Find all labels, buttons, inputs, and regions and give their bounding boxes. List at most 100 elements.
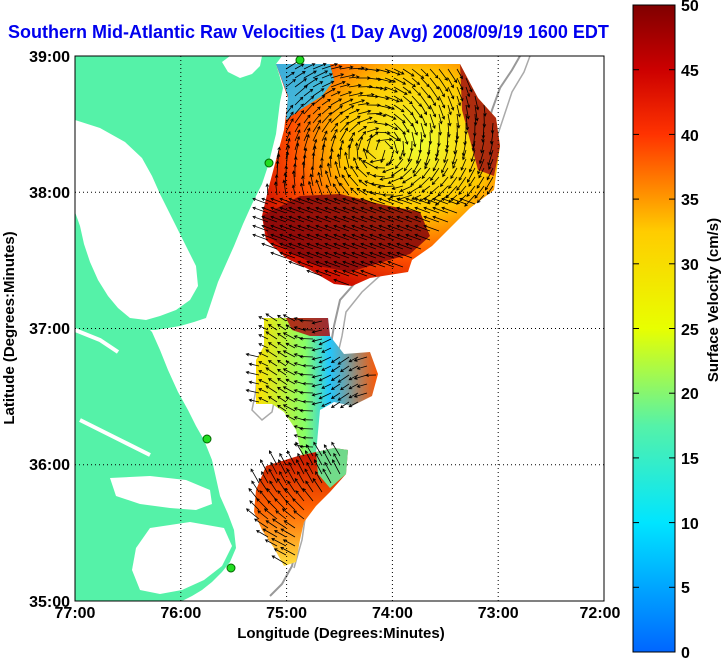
velocity-arrow — [270, 251, 287, 259]
velocity-arrow — [399, 149, 404, 161]
velocity-arrow — [304, 468, 314, 484]
velocity-arrow — [330, 392, 341, 399]
velocity-arrow — [488, 140, 494, 156]
velocity-arrow — [393, 131, 401, 142]
velocity-arrow — [387, 242, 404, 250]
radar-station-marker[interactable] — [226, 563, 236, 573]
velocity-arrow — [294, 63, 305, 70]
colorbar-tick-label: 35 — [681, 192, 699, 209]
velocity-arrow — [411, 113, 419, 125]
velocity-arrow — [261, 470, 269, 484]
velocity-arrow — [405, 233, 422, 241]
velocity-arrow — [340, 401, 350, 409]
velocity-arrow — [380, 149, 386, 164]
y-axis-title: Latitude (Degrees:Minutes) — [1, 231, 18, 424]
velocity-arrow — [263, 508, 278, 520]
velocity-arrow — [477, 158, 485, 175]
y-tick-label: 36:00 — [29, 457, 70, 474]
velocity-arrow — [315, 233, 332, 241]
velocity-arrow — [281, 508, 296, 520]
velocity-arrow — [275, 510, 287, 520]
velocity-arrow — [272, 518, 287, 529]
velocity-arrow — [303, 133, 310, 151]
velocity-arrow — [333, 197, 350, 205]
velocity-arrow — [321, 105, 332, 115]
velocity-arrow — [355, 142, 359, 160]
velocity-arrow — [318, 392, 332, 400]
velocity-arrow — [277, 368, 287, 376]
velocity-arrow — [270, 242, 287, 250]
velocity-arrow — [339, 127, 348, 142]
velocity-arrow — [330, 374, 341, 381]
velocity-arrow — [348, 401, 359, 408]
velocity-arrow — [393, 68, 405, 75]
velocity-arrow — [450, 197, 467, 205]
velocity-arrow — [321, 383, 332, 389]
velocity-arrow — [356, 365, 368, 370]
velocity-arrow — [275, 160, 280, 178]
velocity-arrow — [375, 77, 393, 83]
velocity-arrow — [285, 104, 294, 115]
colorbar-tick-label: 40 — [681, 128, 699, 145]
velocity-arrow — [420, 95, 431, 110]
velocity-arrow — [317, 171, 323, 187]
velocity-arrow — [438, 77, 449, 92]
velocity-arrow — [379, 176, 395, 181]
velocity-arrow — [282, 368, 296, 376]
velocity-arrow — [474, 95, 480, 111]
velocity-arrow — [348, 99, 366, 106]
velocity-arrow — [330, 73, 345, 79]
velocity-arrow — [303, 95, 315, 106]
velocity-arrow — [294, 129, 301, 142]
velocity-arrow — [313, 441, 323, 457]
y-tick-label: 37:00 — [29, 321, 70, 338]
albemarle-sound — [110, 476, 212, 510]
velocity-arrow — [333, 251, 350, 259]
velocity-arrow — [384, 122, 399, 130]
velocity-arrow — [321, 347, 332, 353]
velocity-arrow — [279, 215, 296, 223]
radar-station-marker[interactable] — [264, 158, 274, 168]
velocity-arrow — [271, 538, 287, 547]
velocity-arrow — [429, 77, 440, 90]
velocity-arrow — [285, 131, 291, 142]
velocity-arrow — [261, 215, 278, 223]
velocity-arrow — [299, 408, 314, 413]
velocity-arrow — [378, 251, 395, 259]
velocity-arrow — [282, 539, 296, 547]
velocity-arrow — [258, 334, 269, 340]
colorbar-title: Surface Velocity (cm/s) — [705, 218, 722, 382]
velocity-arrow — [312, 81, 324, 88]
x-tick-label: 72:00 — [580, 605, 621, 622]
velocity-arrow — [282, 332, 296, 340]
velocity-arrow — [288, 233, 305, 241]
velocity-arrow — [299, 426, 314, 431]
velocity-arrow — [396, 206, 413, 214]
velocity-arrow — [295, 490, 305, 502]
velocity-arrow — [293, 344, 305, 349]
velocity-arrow — [302, 435, 314, 440]
radar-station-marker[interactable] — [202, 434, 212, 444]
velocity-arrow — [301, 161, 306, 178]
radar-station-marker[interactable] — [295, 56, 305, 65]
velocity-arrow — [474, 104, 479, 122]
velocity-arrow — [411, 86, 422, 96]
velocity-arrow — [315, 224, 332, 232]
velocity-arrow — [255, 530, 269, 538]
velocity-arrow — [403, 158, 413, 172]
velocity-arrow — [254, 518, 269, 529]
velocity-arrow — [258, 370, 269, 376]
velocity-arrow — [277, 490, 287, 502]
velocity-arrow — [267, 396, 278, 403]
velocity-arrow — [291, 184, 296, 196]
velocity-arrow — [441, 158, 449, 174]
colorbar-tick-label: 25 — [681, 322, 699, 339]
velocity-arrow — [348, 91, 364, 97]
velocity-arrow — [312, 95, 326, 106]
velocity-arrow — [434, 149, 440, 162]
velocity-arrow — [332, 183, 341, 196]
velocity-arrow — [330, 383, 341, 390]
velocity-arrow — [358, 156, 368, 169]
velocity-arrow — [279, 224, 296, 232]
velocity-arrow — [351, 242, 368, 250]
